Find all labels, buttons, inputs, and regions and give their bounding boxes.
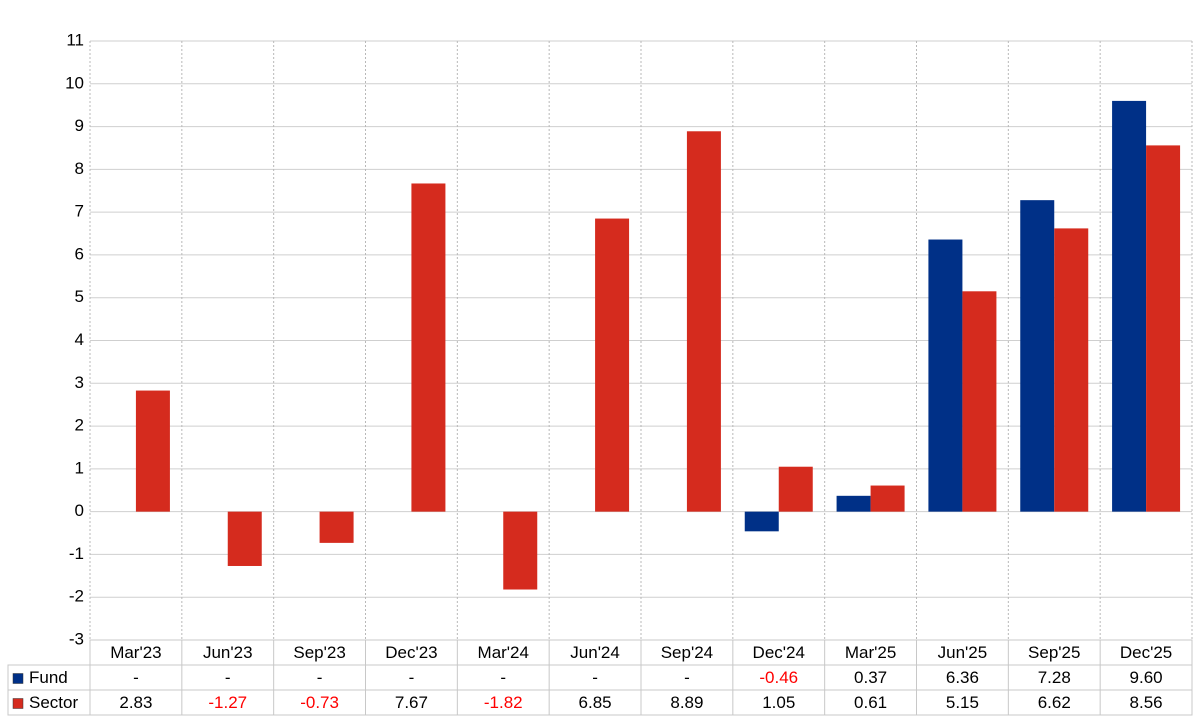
table-value: - — [133, 668, 139, 687]
legend-swatch — [12, 673, 24, 684]
x-tick-label: Jun'24 — [570, 643, 620, 662]
y-tick-label: 0 — [75, 501, 84, 520]
y-tick-label: 4 — [75, 330, 84, 349]
bar — [1146, 145, 1181, 512]
bar — [319, 511, 354, 543]
table-value: -1.27 — [208, 693, 247, 712]
table-value: - — [317, 668, 323, 687]
table-value: - — [684, 668, 690, 687]
table-value: 6.62 — [1038, 693, 1071, 712]
y-tick-label: 1 — [75, 458, 84, 477]
table-value: - — [500, 668, 506, 687]
y-tick-label: -1 — [69, 544, 84, 563]
table-value: - — [592, 668, 598, 687]
y-tick-label: 8 — [75, 159, 84, 178]
bar — [1112, 100, 1147, 512]
table-value: 1.05 — [762, 693, 795, 712]
y-tick-label: 3 — [75, 373, 84, 392]
table-value: 7.28 — [1038, 668, 1071, 687]
x-tick-label: Sep'23 — [293, 643, 345, 662]
bar — [1020, 200, 1055, 512]
table-value: 7.67 — [395, 693, 428, 712]
x-tick-label: Jun'23 — [203, 643, 253, 662]
table-value: 8.56 — [1130, 693, 1163, 712]
table-value: 6.85 — [579, 693, 612, 712]
table-value: - — [409, 668, 415, 687]
table-value: -0.73 — [300, 693, 339, 712]
bar — [411, 183, 446, 512]
table-value: -0.46 — [759, 668, 798, 687]
bar — [686, 131, 721, 512]
x-tick-label: Mar'24 — [478, 643, 529, 662]
bar — [778, 466, 813, 512]
bar — [503, 511, 538, 590]
table-value: - — [225, 668, 231, 687]
table-value: 5.15 — [946, 693, 979, 712]
x-tick-label: Dec'23 — [385, 643, 437, 662]
table-value: 0.61 — [854, 693, 887, 712]
x-tick-label: Dec'25 — [1120, 643, 1172, 662]
bar — [227, 511, 262, 566]
y-tick-label: 6 — [75, 244, 84, 263]
x-tick-label: Sep'24 — [661, 643, 713, 662]
bar — [135, 390, 170, 512]
bar — [595, 218, 630, 512]
bar — [744, 511, 779, 532]
legend-label: Sector — [29, 693, 78, 712]
y-tick-label: 9 — [75, 116, 84, 135]
table-value: 9.60 — [1130, 668, 1163, 687]
legend-swatch — [12, 698, 24, 709]
legend-label: Fund — [29, 668, 68, 687]
y-tick-label: 2 — [75, 416, 84, 435]
table-value: 0.37 — [854, 668, 887, 687]
y-tick-label: -2 — [69, 587, 84, 606]
x-tick-label: Sep'25 — [1028, 643, 1080, 662]
table-value: 6.36 — [946, 668, 979, 687]
bar — [928, 239, 963, 512]
y-tick-label: 10 — [65, 73, 84, 92]
x-tick-label: Dec'24 — [753, 643, 805, 662]
bar — [1054, 228, 1089, 512]
bar — [962, 291, 997, 512]
x-tick-label: Mar'25 — [845, 643, 896, 662]
table-value: -1.82 — [484, 693, 523, 712]
bar — [870, 485, 905, 512]
table-value: 8.89 — [670, 693, 703, 712]
y-tick-label: -3 — [69, 629, 84, 648]
x-tick-label: Jun'25 — [938, 643, 988, 662]
table-value: 2.83 — [119, 693, 152, 712]
x-tick-label: Mar'23 — [110, 643, 161, 662]
y-tick-label: 5 — [75, 287, 84, 306]
y-tick-label: 7 — [75, 202, 84, 221]
bar — [836, 495, 871, 512]
y-tick-label: 11 — [66, 30, 84, 49]
